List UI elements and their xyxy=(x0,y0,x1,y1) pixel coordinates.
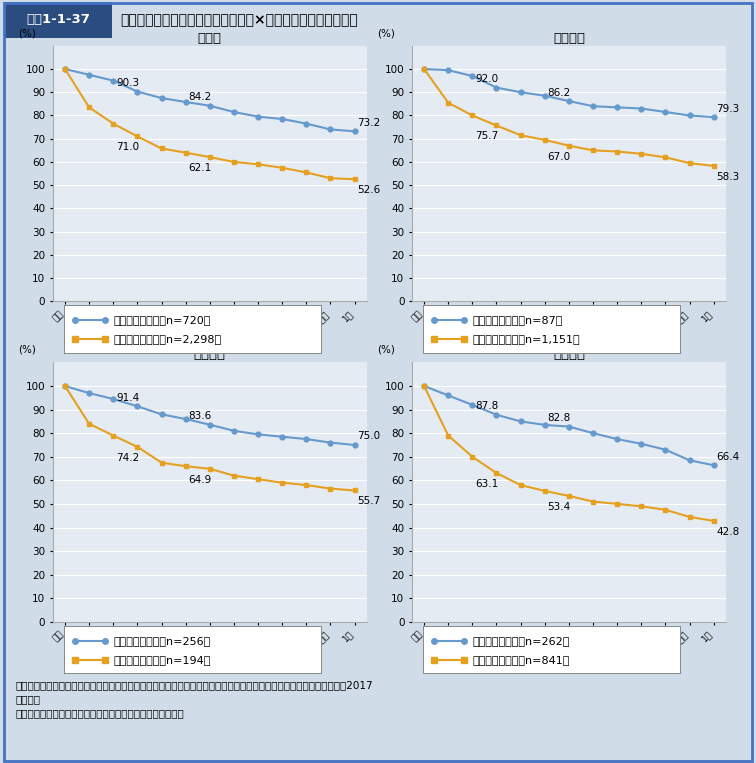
Text: 資料：独立行政法人高齢・障害・求職者雇用支援機構障害者職業総合センター「障害者の就業状況等に関する研究」（2017
年４月）
（注）　就職先企業は「公務（他に分: 資料：独立行政法人高齢・障害・求職者雇用支援機構障害者職業総合センター「障害者の… xyxy=(15,681,373,719)
Text: 92.0: 92.0 xyxy=(475,74,498,84)
Title: 身体障害: 身体障害 xyxy=(553,31,585,44)
Text: 定着支援なし　（n=194）: 定着支援なし （n=194） xyxy=(113,655,210,665)
Title: 精神障害: 精神障害 xyxy=(553,348,585,361)
Text: 図表1-1-37: 図表1-1-37 xyxy=(26,13,90,27)
Text: 82.8: 82.8 xyxy=(547,413,571,423)
Text: 63.1: 63.1 xyxy=(475,479,498,489)
Text: 58.3: 58.3 xyxy=(717,172,739,182)
Text: 定着支援なし　（n=841）: 定着支援なし （n=841） xyxy=(472,655,569,665)
Text: 91.4: 91.4 xyxy=(116,393,139,403)
Text: 75.0: 75.0 xyxy=(358,431,380,442)
Bar xyxy=(4,2,113,38)
Text: 64.9: 64.9 xyxy=(188,475,212,485)
Text: 55.7: 55.7 xyxy=(358,497,380,507)
Text: (%): (%) xyxy=(18,345,36,355)
Text: 71.0: 71.0 xyxy=(116,142,139,153)
Text: 定着支援あり　（n=256）: 定着支援あり （n=256） xyxy=(113,636,210,645)
Title: 知的障害: 知的障害 xyxy=(194,348,226,361)
Text: 66.4: 66.4 xyxy=(717,452,739,462)
Text: 79.3: 79.3 xyxy=(717,104,739,114)
Text: 67.0: 67.0 xyxy=(547,152,571,162)
Text: 84.2: 84.2 xyxy=(188,92,212,102)
Text: 42.8: 42.8 xyxy=(717,526,739,537)
Text: 定着支援あり　（n=87）: 定着支援あり （n=87） xyxy=(472,315,562,325)
Text: 74.2: 74.2 xyxy=(116,452,139,462)
Text: 定着支援あり　（n=720）: 定着支援あり （n=720） xyxy=(113,315,210,325)
Text: 定着支援あり　（n=262）: 定着支援あり （n=262） xyxy=(472,636,569,645)
Text: (%): (%) xyxy=(18,28,36,38)
Title: 全障害: 全障害 xyxy=(198,31,222,44)
Text: 90.3: 90.3 xyxy=(116,78,139,88)
Text: 75.7: 75.7 xyxy=(475,131,498,141)
Text: 62.1: 62.1 xyxy=(188,163,212,173)
Text: 就職後の支援機関の定着支援の有無×障害種別の職場定着状況: 就職後の支援機関の定着支援の有無×障害種別の職場定着状況 xyxy=(119,13,358,27)
Text: 87.8: 87.8 xyxy=(475,401,498,411)
Text: 86.2: 86.2 xyxy=(547,88,571,98)
Text: 83.6: 83.6 xyxy=(188,411,212,421)
Text: 73.2: 73.2 xyxy=(358,118,380,127)
Text: 定着支援なし　（n=1,151）: 定着支援なし （n=1,151） xyxy=(472,334,580,344)
Text: 52.6: 52.6 xyxy=(358,185,380,195)
Text: (%): (%) xyxy=(377,345,395,355)
Text: 53.4: 53.4 xyxy=(547,502,571,512)
Text: 定着支援なし　（n=2,298）: 定着支援なし （n=2,298） xyxy=(113,334,222,344)
Text: (%): (%) xyxy=(377,28,395,38)
